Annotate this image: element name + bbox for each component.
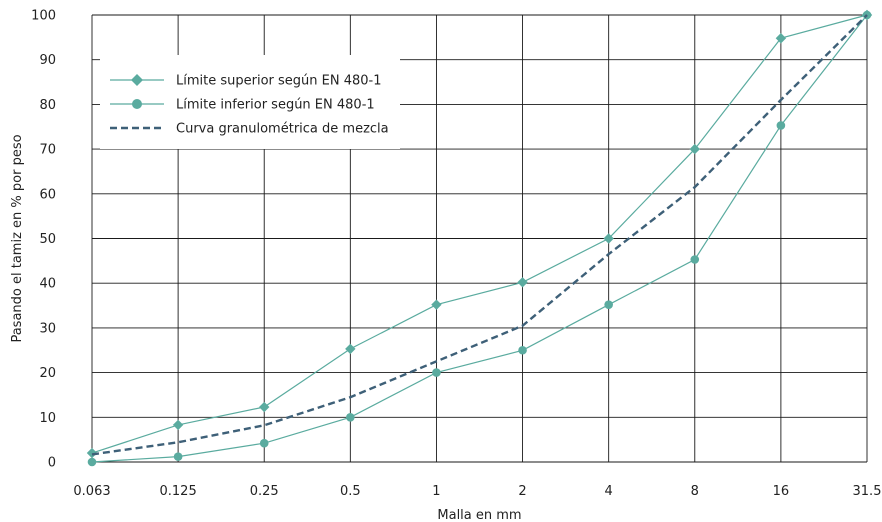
data-point-diamond	[431, 299, 442, 310]
y-tick-label: 40	[39, 277, 56, 292]
data-point-circle	[432, 368, 441, 377]
data-point-diamond	[603, 233, 614, 244]
series-group	[86, 9, 873, 467]
legend-circle-marker	[132, 99, 142, 109]
y-tick-label: 20	[39, 366, 56, 381]
x-tick-label: 0.5	[340, 484, 361, 499]
data-point-circle	[259, 438, 269, 448]
y-tick-label: 70	[39, 143, 56, 158]
data-point-diamond	[775, 33, 787, 44]
series-0	[86, 9, 873, 459]
series-line	[91, 14, 868, 463]
y-axis-label: Pasando el tamiz en % por peso	[10, 134, 25, 342]
y-tick-label: 50	[39, 232, 56, 247]
x-tick-label: 31.5	[853, 484, 882, 499]
data-point-diamond	[259, 401, 270, 413]
data-point-circle	[690, 255, 700, 264]
legend: Límite superior según EN 480-1 Límite inf…	[100, 55, 400, 149]
x-tick-label: 0.063	[73, 484, 110, 499]
data-point-diamond	[172, 419, 184, 431]
x-tick-label: 2	[518, 484, 526, 499]
data-point-diamond	[345, 343, 356, 355]
y-tick-label: 30	[39, 321, 56, 336]
data-point-diamond	[86, 447, 98, 459]
y-tick-label: 60	[39, 187, 56, 202]
legend-label: Límite inferior según EN 480-1	[176, 98, 375, 113]
legend-diamond-marker	[131, 74, 143, 86]
y-tick-label: 80	[39, 98, 56, 113]
legend-label: Límite superior según EN 480-1	[176, 74, 382, 89]
data-point-circle	[604, 300, 613, 309]
x-tick-labels: 0.063 0.125 0.25 0.5 1 2 4 8 16 31.5	[73, 484, 881, 499]
x-tick-label: 16	[773, 484, 790, 499]
legend-background	[100, 55, 400, 149]
x-tick-label: 4	[605, 484, 613, 499]
data-point-circle	[87, 457, 97, 467]
data-point-circle	[346, 413, 355, 422]
y-tick-label: 90	[39, 53, 56, 68]
series-line	[91, 14, 868, 454]
y-tick-label: 10	[39, 411, 56, 426]
legend-label: Curva granulométrica de mezcla	[176, 122, 389, 137]
x-tick-label: 1	[432, 484, 440, 499]
x-tick-label: 8	[691, 484, 699, 499]
x-tick-label: 0.25	[250, 484, 279, 499]
data-point-circle	[518, 345, 527, 355]
x-tick-label: 0.125	[160, 484, 197, 499]
data-point-circle	[173, 452, 183, 461]
data-point-diamond	[517, 277, 528, 288]
y-tick-labels: 0 10 20 30 40 50 60 70 80 90 100	[31, 9, 56, 471]
series-1	[87, 10, 872, 467]
y-tick-label: 100	[31, 9, 56, 24]
data-point-circle	[776, 121, 786, 130]
y-tick-label: 0	[48, 456, 56, 471]
data-point-diamond	[689, 143, 700, 155]
x-axis-label: Malla en mm	[437, 508, 521, 522]
